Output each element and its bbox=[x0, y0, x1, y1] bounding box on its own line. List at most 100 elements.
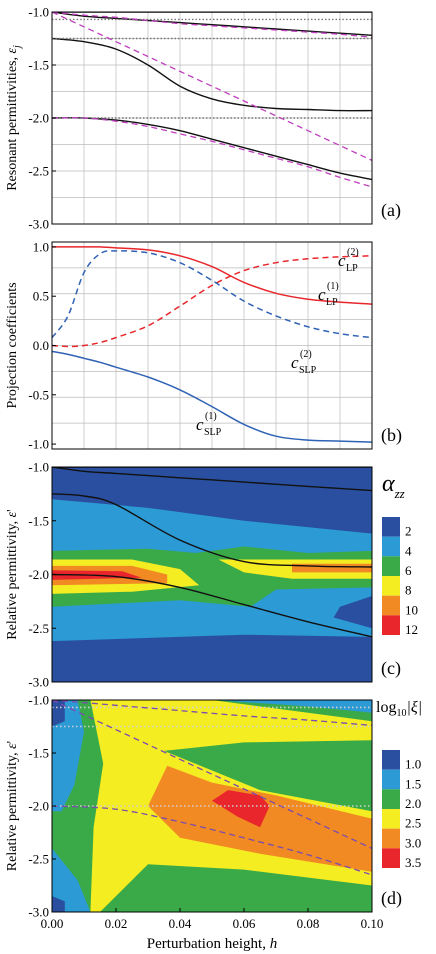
series-group bbox=[52, 246, 372, 443]
series-label: c bbox=[291, 353, 299, 372]
colorbar-tick-label: 8 bbox=[405, 583, 412, 598]
colorbar-tick-label: 2.0 bbox=[405, 796, 421, 811]
contour-region bbox=[212, 790, 270, 828]
y-tick-label: -2.0 bbox=[28, 111, 49, 126]
overlay-line bbox=[52, 573, 372, 638]
colorbar-tick-label: 3.0 bbox=[405, 835, 421, 850]
series-line-lp bbox=[52, 246, 372, 305]
y-tick-label: -1.5 bbox=[28, 746, 49, 761]
contour-region bbox=[52, 848, 91, 912]
colorbar-title: log10|ξ| bbox=[376, 699, 422, 719]
colorbar-tick-label: 12 bbox=[405, 622, 418, 637]
panel-label: (d) bbox=[381, 888, 402, 909]
y-tick-label: -1.0 bbox=[28, 5, 49, 20]
series-label-sup: (2) bbox=[300, 349, 312, 360]
y-tick-label: 1.0 bbox=[33, 239, 49, 254]
dashed-line bbox=[52, 805, 372, 876]
y-axis-label: Relative permittivity, ε' bbox=[5, 509, 20, 639]
series-line-solid-black bbox=[52, 37, 372, 112]
series-line-dashed-magenta bbox=[52, 12, 372, 39]
colorbar-swatch bbox=[382, 848, 400, 868]
colorbar-swatch bbox=[382, 809, 400, 829]
colorbar-tick-label: 1.5 bbox=[405, 776, 421, 791]
colorbar-swatch bbox=[382, 536, 400, 557]
panel-label: (b) bbox=[381, 425, 402, 446]
y-tick-label: -2.0 bbox=[28, 567, 49, 582]
series-label-sub: LP bbox=[326, 297, 338, 308]
series-label: c bbox=[318, 285, 326, 304]
y-tick-label: -0.5 bbox=[28, 387, 49, 402]
colorbar-tick-label: 4 bbox=[405, 543, 412, 558]
colorbar-swatch bbox=[382, 789, 400, 809]
colorbar-tick-label: 1.0 bbox=[405, 757, 421, 772]
series-label-sup: (1) bbox=[205, 411, 217, 422]
panel-label: (c) bbox=[381, 658, 401, 679]
series-label-sup: (2) bbox=[347, 247, 359, 258]
series-line-slp bbox=[52, 250, 372, 339]
contour-region bbox=[52, 896, 65, 912]
colorbar-swatch bbox=[382, 595, 400, 616]
y-tick-label: -1.0 bbox=[28, 437, 49, 452]
y-tick-label: -3.0 bbox=[28, 675, 49, 690]
overlay-line bbox=[52, 467, 372, 492]
series-line-dashed-magenta bbox=[52, 117, 372, 188]
y-tick-label: -3.0 bbox=[28, 905, 49, 920]
x-tick-label: 0.10 bbox=[361, 916, 384, 931]
y-tick-label: -3.0 bbox=[28, 217, 49, 232]
contour-group bbox=[52, 467, 372, 682]
dashed-line bbox=[52, 700, 372, 727]
y-tick-label: -1.5 bbox=[28, 513, 49, 528]
contour-region bbox=[52, 700, 65, 727]
y-tick-label: 0.5 bbox=[33, 289, 49, 304]
series-label-sub: SLP bbox=[204, 427, 222, 438]
series-label-sub: SLP bbox=[299, 365, 317, 376]
contour-region bbox=[52, 700, 84, 812]
colorbar-swatch bbox=[382, 769, 400, 790]
panel-label: (a) bbox=[381, 200, 401, 221]
colorbar-swatch bbox=[382, 517, 400, 537]
colorbar-tick-label: 2 bbox=[405, 524, 412, 539]
y-tick-label: 0.0 bbox=[33, 338, 49, 353]
colorbar-tick-label: 2.5 bbox=[405, 816, 421, 831]
y-tick-label: -2.5 bbox=[28, 852, 49, 867]
colorbar-title: αzz bbox=[382, 471, 405, 501]
series-label: c bbox=[196, 415, 204, 434]
x-tick-label: 0.02 bbox=[105, 916, 128, 931]
series-group bbox=[52, 12, 372, 188]
x-tick-label: 0.08 bbox=[297, 916, 320, 931]
y-tick-label: -2.5 bbox=[28, 164, 49, 179]
series-line-solid-black bbox=[52, 117, 372, 181]
series-line-slp bbox=[52, 350, 372, 443]
y-axis-label: Relative permittivity, ε' bbox=[5, 741, 20, 871]
y-tick-label: -1.5 bbox=[28, 58, 49, 73]
contour-group bbox=[52, 700, 372, 912]
series-label-sup: (1) bbox=[327, 281, 339, 292]
colorbar-tick-label: 6 bbox=[405, 563, 412, 578]
colorbar-swatch bbox=[382, 576, 400, 596]
colorbar-swatch bbox=[382, 750, 400, 770]
contour-region bbox=[292, 563, 372, 573]
series-label: c bbox=[338, 251, 346, 270]
series-line-solid-black bbox=[52, 12, 372, 36]
y-axis-label: Projection coefficients bbox=[5, 282, 20, 408]
colorbar-swatch bbox=[382, 615, 400, 635]
x-tick-label: 0.04 bbox=[169, 916, 192, 931]
series-label-sub: LP bbox=[346, 263, 358, 274]
series-line-dashed-magenta bbox=[52, 12, 372, 161]
colorbar-swatch bbox=[382, 828, 400, 849]
series-line-lp bbox=[52, 255, 372, 348]
y-tick-label: -2.0 bbox=[28, 799, 49, 814]
dashed-line bbox=[52, 700, 372, 849]
colorbar-tick-label: 3.5 bbox=[405, 855, 421, 870]
y-tick-label: -1.0 bbox=[28, 460, 49, 475]
y-tick-label: -2.5 bbox=[28, 621, 49, 636]
x-tick-label: 0.00 bbox=[41, 916, 64, 931]
y-axis-label: Resonant permittivities, εj bbox=[5, 45, 23, 191]
overlay-line bbox=[52, 493, 372, 568]
x-axis-label: Perturbation height, h bbox=[147, 936, 277, 952]
contour-region bbox=[212, 700, 372, 713]
contour-region bbox=[52, 645, 372, 682]
y-tick-label: -1.0 bbox=[28, 693, 49, 708]
colorbar-swatch bbox=[382, 556, 400, 576]
